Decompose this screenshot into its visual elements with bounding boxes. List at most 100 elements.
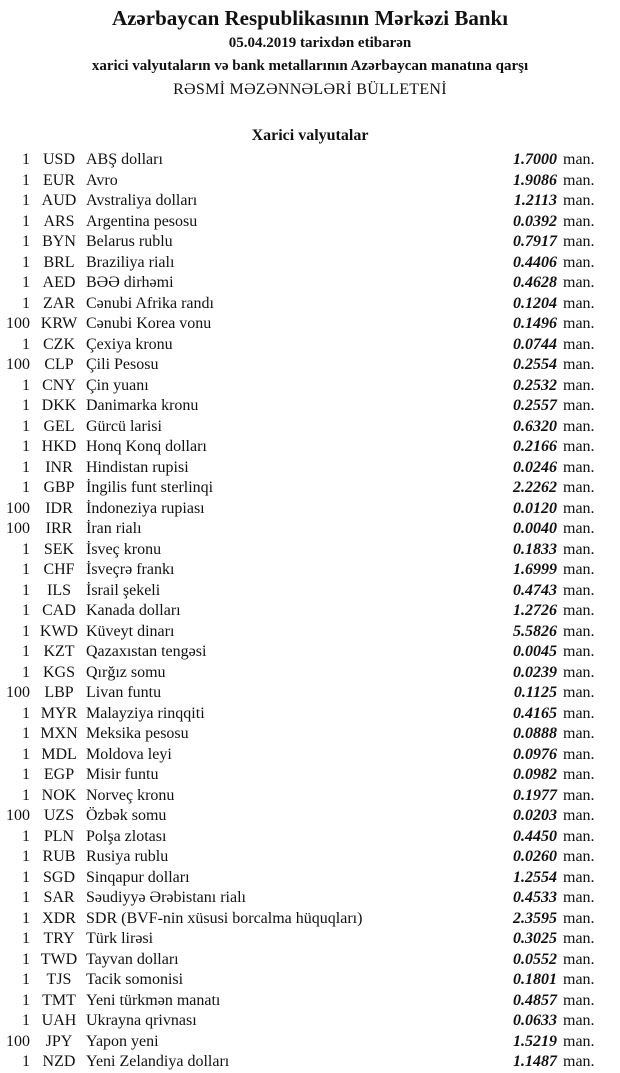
currency-code: AUD (41, 192, 77, 209)
unit-label: man. (563, 192, 595, 209)
currency-name: İsrail şekeli (86, 581, 161, 599)
currency-name: Honq Konq dolları (86, 438, 207, 455)
rate-row: 1 GBP İngilis funt sterlinqi 2.2262 man. (0, 478, 620, 499)
unit-label: man. (563, 458, 595, 476)
rate-value: 0.1977 (513, 786, 557, 804)
unit-label: man. (563, 643, 595, 660)
currency-code: SAR (43, 889, 75, 906)
rate-row: 100 UZS Özbək somu 0.0203 man. (0, 806, 620, 827)
rate-row: 100 IDR İndoneziya rupiası 0.0120 man. (0, 499, 620, 520)
rate-row: 1 XDR SDR (BVF-nin xüsusi borcalma hüquqla… (0, 909, 620, 930)
unit-label: man. (563, 991, 595, 1009)
rate-row: 1 BRL Braziliya rialı 0.4406 man. (0, 253, 620, 274)
currency-name: Qırğız somu (86, 663, 166, 681)
currency-code: ZAR (43, 294, 75, 312)
currency-name: Səudiyyə Ərəbistanı rialı (86, 889, 246, 906)
unit-label: man. (563, 950, 595, 968)
unit-label: man. (563, 971, 595, 988)
unit-label: man. (563, 335, 595, 353)
currency-name: Çili Pesosu (86, 356, 159, 373)
currency-name: Braziliya rialı (86, 253, 175, 271)
rate-row: 1 EGP Misir funtu 0.0982 man. (0, 765, 620, 786)
rate-amount: 1 (22, 868, 30, 886)
currency-code: BRL (43, 253, 75, 271)
rate-amount: 1 (22, 335, 30, 353)
currency-code: HKD (41, 438, 77, 455)
rate-row: 1 SGD Sinqapur dolları 1.2554 man. (0, 868, 620, 889)
currency-name: Meksika pesosu (86, 725, 189, 742)
currency-name: SDR (BVF-nin xüsusi borcalma hüquqları) (86, 909, 363, 927)
currency-name: Kanada dolları (86, 602, 181, 619)
unit-label: man. (563, 151, 595, 168)
rate-row: 1 KWD Küveyt dinarı 5.5826 man. (0, 622, 620, 643)
currency-name: Çexiya kronu (86, 335, 173, 353)
rate-value: 0.2554 (513, 356, 557, 373)
currency-name: Qazaxıstan tengəsi (86, 643, 207, 660)
rate-row: 1 RUB Rusiya rublu 0.0260 man. (0, 847, 620, 868)
rate-row: 1 MXN Meksika pesosu 0.0888 man. (0, 724, 620, 745)
currency-name: Polşa zlotası (86, 827, 167, 845)
rate-row: 1 ARS Argentina pesosu 0.0392 man. (0, 212, 620, 233)
rate-value: 0.0203 (513, 807, 557, 824)
rate-row: 1 AED BƏƏ dirhəmi 0.4628 man. (0, 273, 620, 294)
unit-label: man. (563, 848, 595, 865)
rate-amount: 1 (22, 827, 30, 845)
currency-code: ARS (43, 212, 75, 230)
unit-label: man. (563, 663, 595, 681)
rate-amount: 1 (22, 151, 30, 168)
rate-amount: 1 (22, 294, 30, 312)
rate-amount: 1 (22, 581, 30, 599)
unit-label: man. (563, 766, 595, 783)
currency-name: Türk lirəsi (86, 930, 154, 947)
currency-name: Çin yuanı (86, 376, 149, 394)
rate-value: 0.7917 (513, 233, 557, 250)
currency-name: Avstraliya dolları (86, 192, 198, 209)
rate-value: 0.0982 (513, 766, 557, 783)
rate-amount: 1 (22, 1012, 30, 1029)
unit-label: man. (563, 745, 595, 763)
rate-amount: 1 (22, 725, 30, 742)
currency-code: KGS (42, 663, 75, 681)
currency-name: Rusiya rublu (86, 848, 169, 865)
unit-label: man. (563, 622, 595, 640)
unit-label: man. (563, 909, 595, 927)
unit-label: man. (563, 602, 595, 619)
currency-name: Sinqapur dolları (86, 868, 190, 886)
rate-amount: 1 (22, 786, 30, 804)
rate-row: 1 CAD Kanada dolları 1.2726 man. (0, 601, 620, 622)
rate-amount: 100 (6, 356, 30, 373)
rate-row: 1 DKK Danimarka kronu 0.2557 man. (0, 396, 620, 417)
rate-amount: 1 (22, 397, 30, 414)
rate-amount: 1 (22, 643, 30, 660)
rate-row: 100 CLP Çili Pesosu 0.2554 man. (0, 355, 620, 376)
currency-code: CAD (42, 602, 76, 619)
currency-code: KWD (39, 622, 79, 640)
rate-amount: 1 (22, 540, 30, 558)
rate-value: 1.6999 (513, 561, 557, 578)
rate-value: 1.2113 (513, 192, 557, 209)
rate-row: 1 TWD Tayvan dolları 0.0552 man. (0, 950, 620, 971)
currency-code: DKK (41, 397, 77, 414)
currency-name: Moldova leyi (86, 745, 172, 763)
currency-name: BƏƏ dirhəmi (86, 274, 174, 291)
rate-value: 1.2554 (513, 868, 557, 886)
currency-code: IRR (45, 520, 73, 537)
unit-label: man. (563, 520, 595, 537)
rate-row: 1 EUR Avro 1.9086 man. (0, 171, 620, 192)
rate-amount: 1 (22, 971, 30, 988)
rate-amount: 1 (22, 930, 30, 947)
unit-label: man. (563, 274, 595, 291)
unit-label: man. (563, 930, 595, 947)
unit-label: man. (563, 294, 595, 312)
rate-row: 1 SEK İsveç kronu 0.1833 man. (0, 540, 620, 561)
rate-value: 0.1833 (513, 540, 557, 558)
rate-row: 1 UAH Ukrayna qrivnası 0.0633 man. (0, 1011, 620, 1032)
currency-name: Livan funtu (86, 684, 162, 701)
currency-code: UAH (41, 1012, 77, 1029)
unit-label: man. (563, 397, 595, 414)
currency-name: Yeni Zelandiya dolları (86, 1053, 230, 1070)
unit-label: man. (563, 581, 595, 599)
currency-name: İndoneziya rupiası (86, 499, 205, 517)
unit-label: man. (563, 827, 595, 845)
rate-value: 0.0040 (513, 520, 557, 537)
